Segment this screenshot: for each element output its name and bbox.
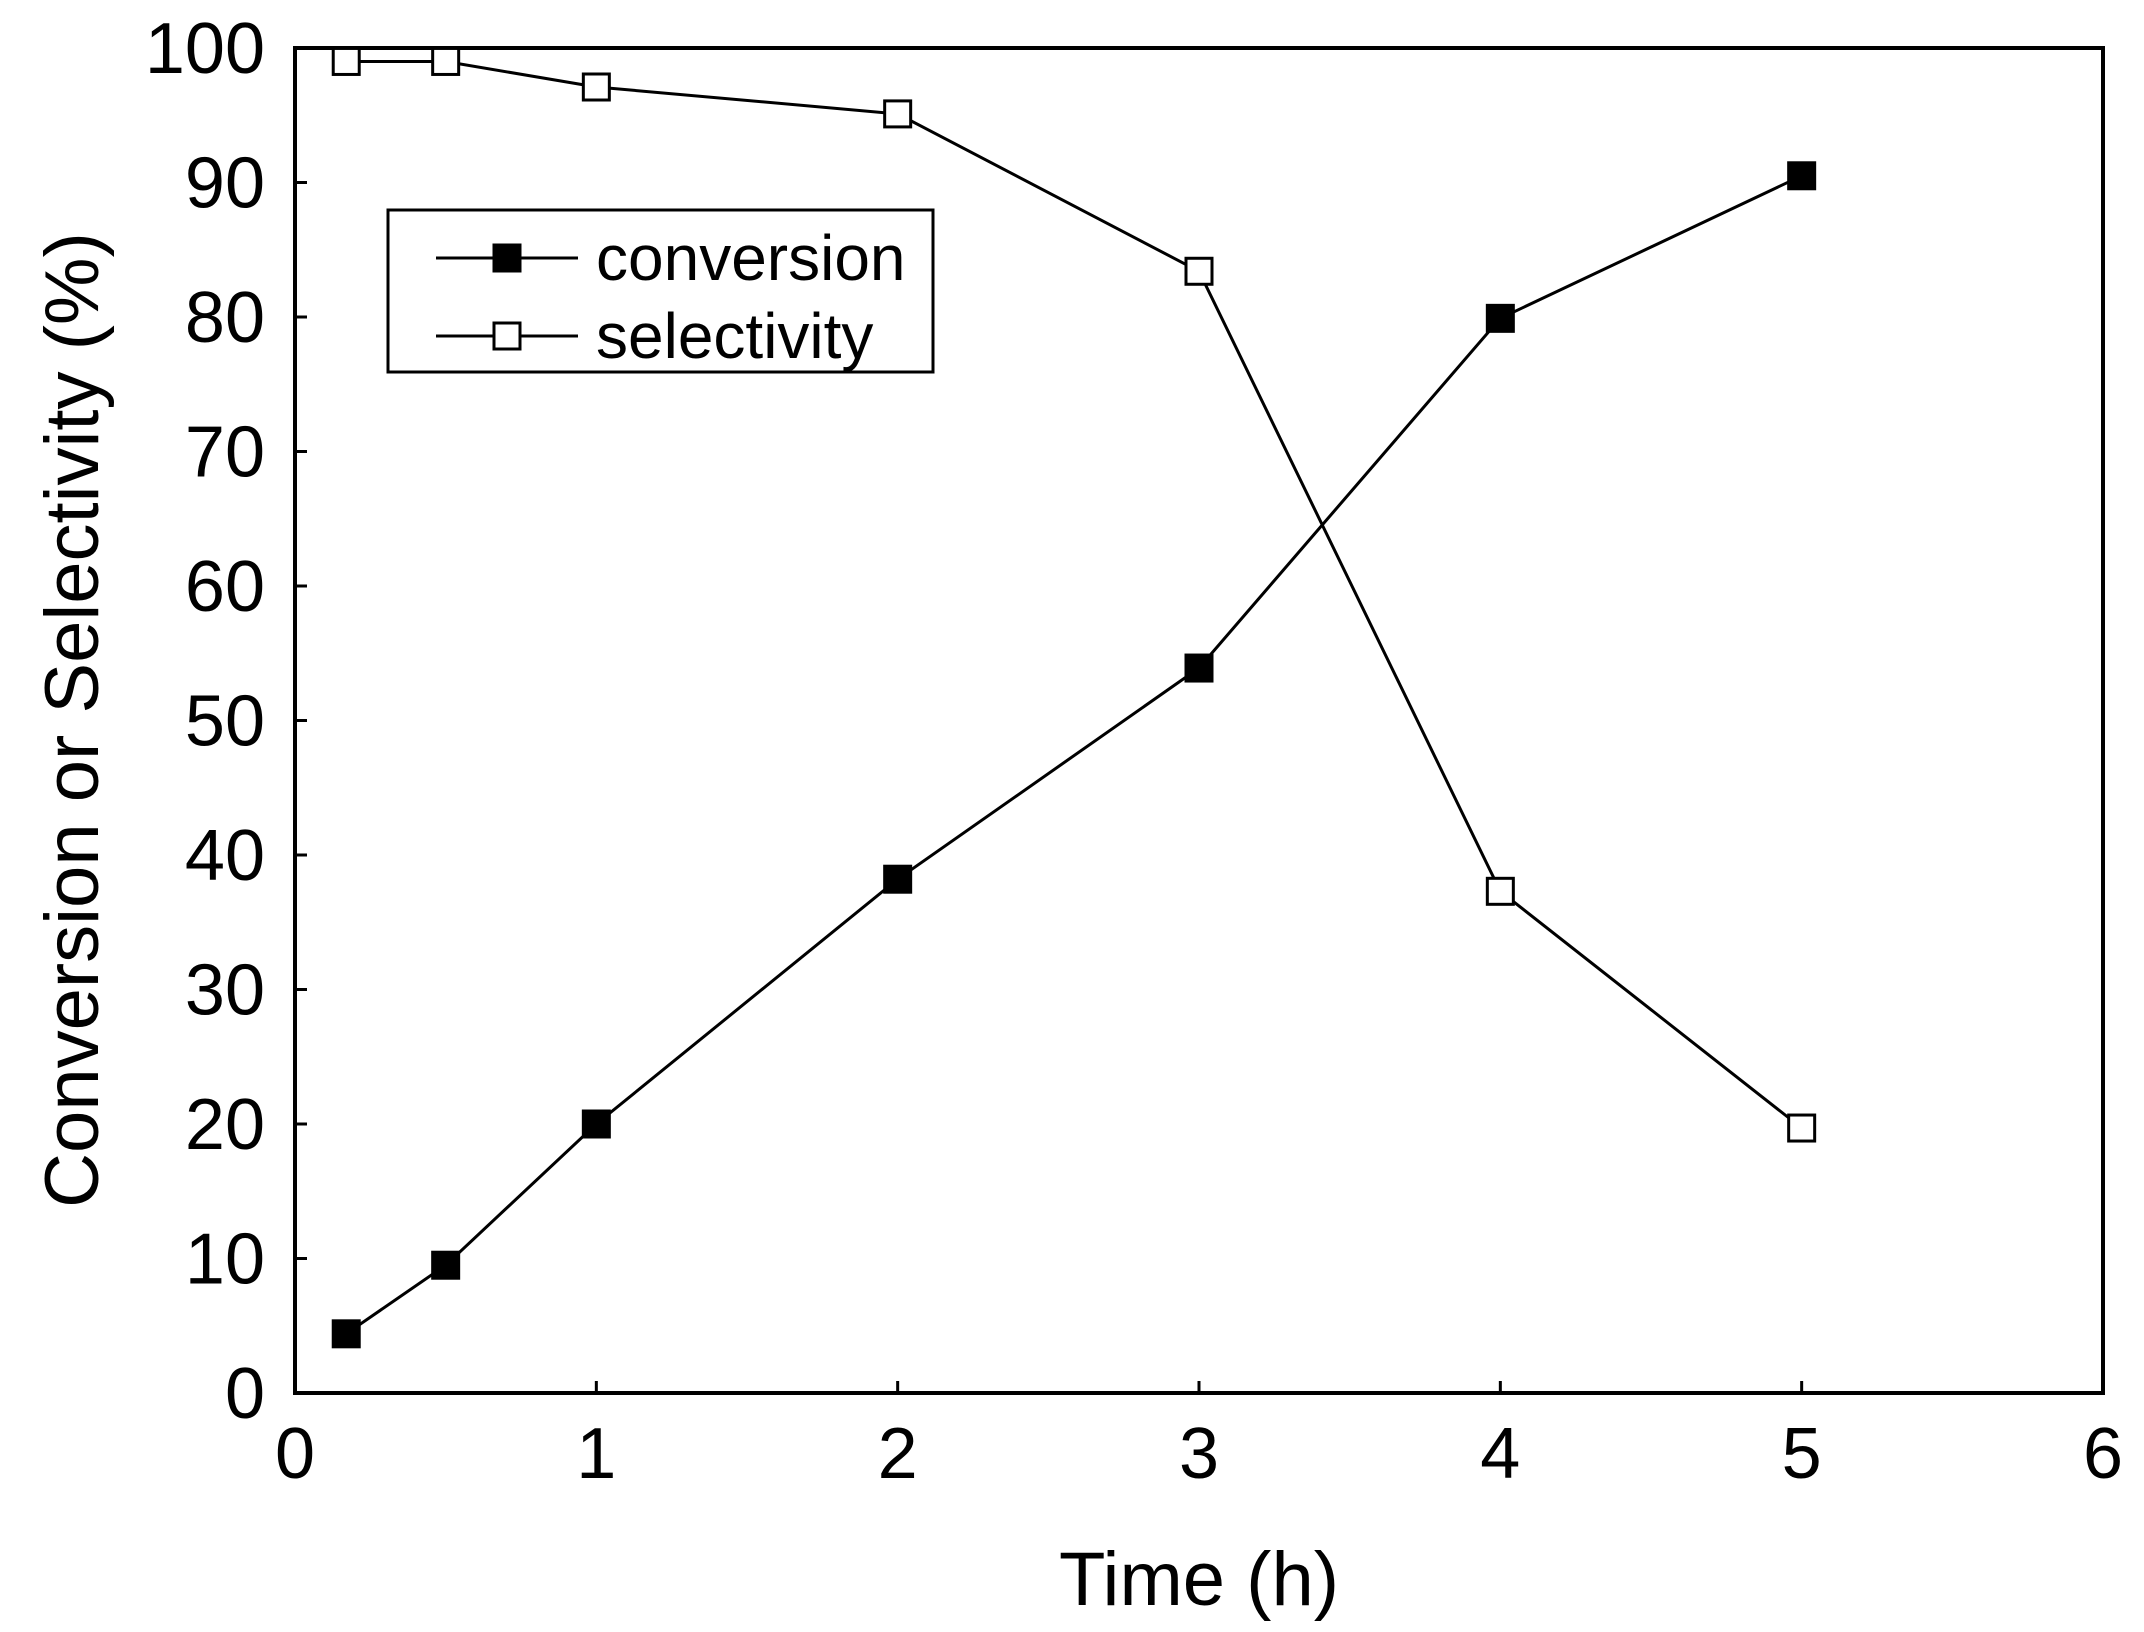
- legend-marker-selectivity: [492, 321, 522, 351]
- y-tick-label: 60: [185, 547, 265, 627]
- x-tick-label: 1: [576, 1414, 616, 1494]
- legend-label-selectivity: selectivity: [596, 300, 873, 372]
- data-point-selectivity: [431, 46, 461, 76]
- x-tick-label: 3: [1179, 1414, 1219, 1494]
- legend-marker-conversion: [492, 243, 522, 273]
- data-point-conversion: [581, 1109, 611, 1139]
- legend-label-conversion: conversion: [596, 222, 906, 294]
- data-point-selectivity: [1184, 256, 1214, 286]
- x-tick-label: 4: [1480, 1414, 1520, 1494]
- data-point-conversion: [1184, 653, 1214, 683]
- y-tick-label: 40: [185, 816, 265, 896]
- data-point-selectivity: [1485, 876, 1515, 906]
- y-tick-label: 90: [185, 144, 265, 224]
- data-point-conversion: [883, 864, 913, 894]
- x-tick-label: 5: [1782, 1414, 1822, 1494]
- legend: conversion selectivity: [386, 208, 935, 374]
- data-point-selectivity: [1787, 1113, 1817, 1143]
- x-axis-label: Time (h): [1059, 1537, 1339, 1622]
- y-tick-label: 30: [185, 951, 265, 1031]
- y-tick-label: 10: [185, 1220, 265, 1300]
- y-tick-label: 0: [225, 1354, 265, 1434]
- y-tick-label: 20: [185, 1085, 265, 1165]
- x-axis-ticks: 0 1 2 3 4 5 6: [275, 1381, 2123, 1494]
- y-tick-label: 80: [185, 278, 265, 358]
- y-axis-label: Conversion or Selectivity (%): [30, 232, 115, 1208]
- y-tick-label: 70: [185, 413, 265, 493]
- data-point-conversion: [1787, 161, 1817, 191]
- data-point-conversion: [1485, 303, 1515, 333]
- y-tick-label: 100: [145, 9, 265, 89]
- data-point-selectivity: [331, 46, 361, 76]
- x-tick-label: 2: [878, 1414, 918, 1494]
- x-tick-label: 6: [2083, 1414, 2123, 1494]
- data-point-conversion: [331, 1319, 361, 1349]
- x-tick-label: 0: [275, 1414, 315, 1494]
- legend-box: [386, 208, 935, 374]
- data-point-selectivity: [883, 99, 913, 129]
- y-axis-ticks: 0 10 20 30 40 50 60 70 80 90 100: [145, 9, 307, 1434]
- series-layer: [331, 46, 1817, 1349]
- data-point-selectivity: [581, 72, 611, 102]
- y-tick-label: 50: [185, 682, 265, 762]
- data-point-conversion: [431, 1250, 461, 1280]
